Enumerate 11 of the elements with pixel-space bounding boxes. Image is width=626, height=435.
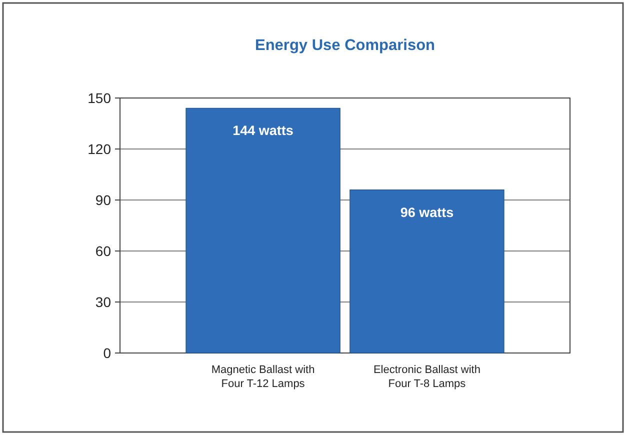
y-tick-label: 150 — [88, 90, 112, 106]
y-tick-label: 60 — [95, 242, 112, 259]
y-tick-label: 0 — [103, 344, 112, 361]
y-tick-label: 30 — [95, 294, 112, 310]
data-label: 96 watts — [400, 204, 454, 220]
data-label: 144 watts — [232, 123, 294, 138]
x-tick-label: Electronic Ballast with Four T-8 Lamps — [373, 364, 480, 390]
chart-title: Energy Use Comparison — [254, 37, 436, 54]
y-tick-label: 90 — [95, 192, 112, 208]
y-tick-label: 120 — [88, 140, 112, 157]
x-tick-label: Magnetic Ballast with Four T-12 Lamps — [211, 364, 315, 390]
